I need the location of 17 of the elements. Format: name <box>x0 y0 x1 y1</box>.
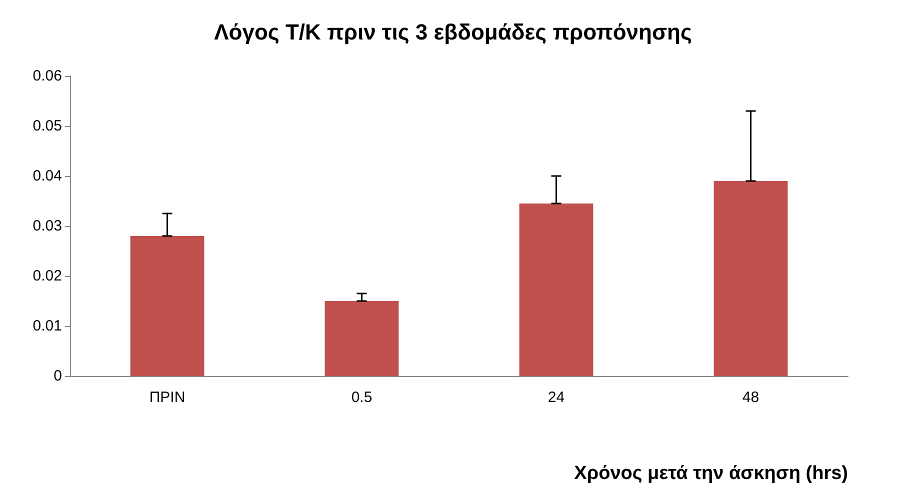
x-tick-label: ΠΡΙΝ <box>149 389 186 406</box>
y-tick-label: 0.01 <box>32 318 62 334</box>
x-tick-label: 24 <box>548 389 565 406</box>
bar <box>714 181 788 376</box>
bar <box>519 204 594 376</box>
bar <box>130 236 204 376</box>
bar <box>324 301 399 376</box>
y-tick-label: 0.02 <box>32 268 62 284</box>
x-tick-label: 48 <box>742 389 760 406</box>
chart-title: Λόγος Τ/Κ πριν τις 3 εβδομάδες προπόνησης <box>214 20 692 44</box>
y-tick-label: 0.05 <box>32 118 62 134</box>
y-tick-label: 0 <box>54 368 62 384</box>
y-tick-label: 0.06 <box>32 68 62 84</box>
x-axis-title: Χρόνος μετά την άσκηση (hrs) <box>574 463 848 484</box>
y-tick-label: 0.03 <box>32 218 62 234</box>
x-tick-label: 0.5 <box>351 389 372 406</box>
y-tick-label: 0.04 <box>32 168 62 184</box>
